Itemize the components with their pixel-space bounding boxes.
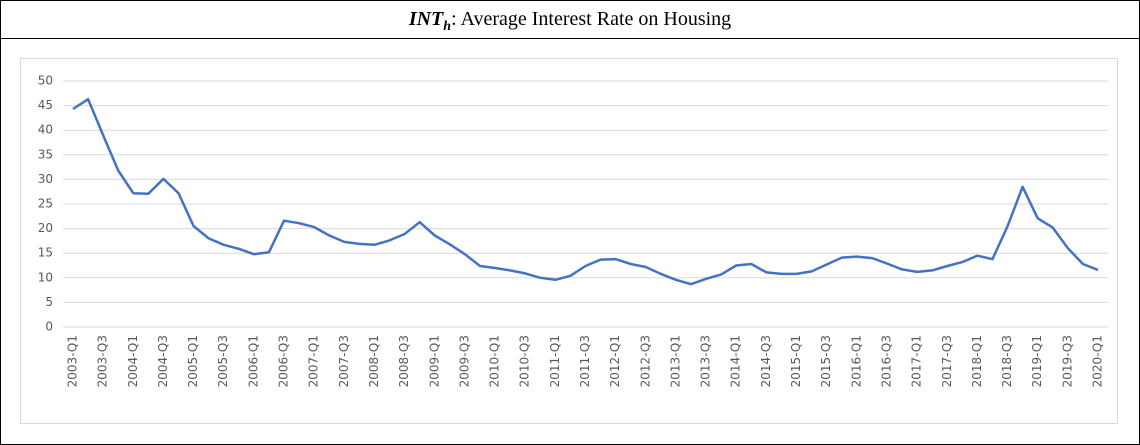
title-symbol: INT xyxy=(408,8,444,30)
x-tick-label: 2004-Q3 xyxy=(156,335,170,387)
x-tick-label: 2005-Q1 xyxy=(186,335,200,387)
x-tick-label: 2017-Q3 xyxy=(940,335,954,387)
x-tick-label: 2005-Q3 xyxy=(216,335,230,387)
x-tick-label: 2012-Q1 xyxy=(608,335,622,387)
y-tick-label: 35 xyxy=(38,147,53,161)
y-tick-label: 10 xyxy=(38,270,53,284)
x-tick-label: 2006-Q1 xyxy=(246,335,260,387)
x-tick-label: 2008-Q1 xyxy=(367,335,381,387)
x-tick-label: 2019-Q1 xyxy=(1030,335,1044,387)
x-tick-label: 2018-Q3 xyxy=(1000,335,1014,387)
x-tick-label: 2015-Q1 xyxy=(789,335,803,387)
y-tick-label: 5 xyxy=(45,295,53,309)
chart: 0 5 10 15 20 25 30 35 40 45 50 2003-Q1 2003-Q3 2004-Q… xyxy=(20,58,1118,424)
x-tick-label: 2003-Q1 xyxy=(66,335,80,387)
x-tick-label: 2014-Q1 xyxy=(729,335,743,387)
x-tick-label: 2004-Q1 xyxy=(126,335,140,387)
y-tick-label: 30 xyxy=(38,172,53,186)
x-tick-label: 2011-Q3 xyxy=(578,335,592,387)
x-tick-label: 2009-Q3 xyxy=(457,335,471,387)
y-tick-label: 45 xyxy=(38,98,53,112)
x-tick-label: 2010-Q1 xyxy=(488,335,502,387)
x-tick-label: 2017-Q1 xyxy=(910,335,924,387)
title-subscript: h xyxy=(443,19,452,34)
x-tick-label: 2020-Q1 xyxy=(1091,335,1105,387)
x-tick-label: 2013-Q3 xyxy=(699,335,713,387)
x-tick-label: 2016-Q3 xyxy=(879,335,893,387)
x-tick-label: 2013-Q1 xyxy=(668,335,682,387)
x-tick-label: 2003-Q3 xyxy=(96,335,110,387)
x-tick-label: 2011-Q1 xyxy=(548,335,562,387)
x-tick-label: 2009-Q1 xyxy=(427,335,441,387)
x-tick-label: 2006-Q3 xyxy=(277,335,291,387)
y-tick-label: 40 xyxy=(38,123,53,137)
chart-title: INTh: Average Interest Rate on Housing xyxy=(1,1,1139,39)
x-tick-label: 2007-Q3 xyxy=(337,335,351,387)
data-line xyxy=(72,97,1099,286)
x-tick-label: 2019-Q3 xyxy=(1060,335,1074,387)
x-tick-label: 2015-Q3 xyxy=(819,335,833,387)
x-tick-label: 2016-Q1 xyxy=(849,335,863,387)
y-tick-label: 20 xyxy=(38,221,53,235)
title-text: : Average Interest Rate on Housing xyxy=(451,8,732,30)
y-tick-label: 15 xyxy=(38,246,53,260)
x-tick-label: 2008-Q3 xyxy=(397,335,411,387)
x-tick-label: 2018-Q1 xyxy=(970,335,984,387)
x-tick-label: 2010-Q3 xyxy=(518,335,532,387)
x-tick-label: 2014-Q3 xyxy=(759,335,773,387)
x-tick-label: 2012-Q3 xyxy=(638,335,652,387)
y-tick-label: 25 xyxy=(38,197,53,211)
y-tick-label: 50 xyxy=(38,74,53,88)
y-tick-label: 0 xyxy=(45,320,53,334)
x-tick-label: 2007-Q1 xyxy=(307,335,321,387)
